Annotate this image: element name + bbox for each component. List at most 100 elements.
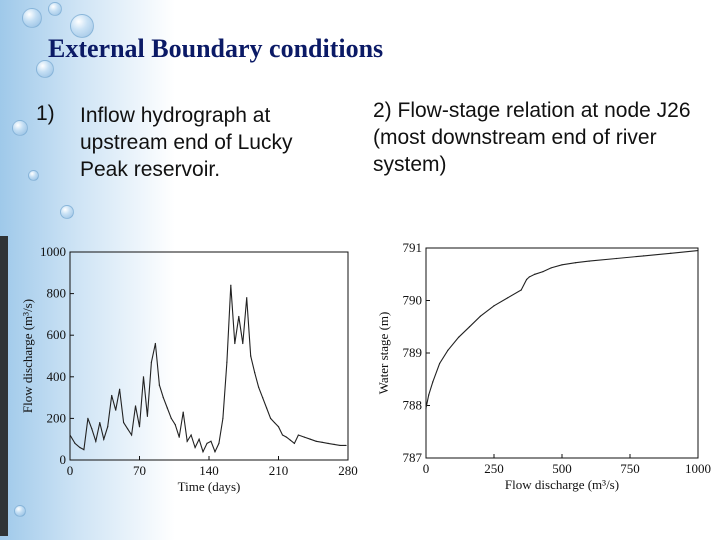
data-point (178, 436, 180, 438)
inflow-hydrograph-svg: 0 70 140 210 280 0 200 400 600 800 1000 Time (days)… (20, 244, 358, 494)
data-point (146, 415, 149, 417)
data-point (561, 264, 563, 266)
data-point (83, 449, 85, 451)
x-tick-label: 280 (338, 463, 358, 478)
data-point (150, 361, 153, 363)
x-tick-label: 140 (199, 463, 219, 478)
data-point (447, 349, 449, 351)
x-tick-label: 750 (620, 461, 640, 476)
data-point (265, 407, 268, 409)
data-point (111, 394, 113, 397)
y-tick-label: 1000 (40, 244, 66, 259)
data-point (234, 342, 236, 345)
data-point (269, 417, 272, 419)
data-point (170, 417, 172, 419)
data-point (174, 424, 176, 426)
y-tick-label: 0 (60, 452, 67, 467)
bullet-1-number: 1) (36, 102, 55, 125)
data-point (615, 257, 617, 260)
data-point (107, 426, 109, 428)
data-point (289, 439, 292, 441)
data-point (242, 342, 244, 345)
data-point (333, 443, 335, 445)
data-point (285, 436, 288, 438)
data-point (206, 442, 208, 444)
data-point (339, 444, 341, 447)
y-tick-label: 787 (403, 450, 423, 465)
data-point (91, 428, 93, 430)
data-point (534, 273, 536, 275)
data-point (528, 276, 530, 278)
y-tick-label: 200 (47, 410, 67, 425)
data-point (194, 446, 196, 449)
data-point (238, 315, 240, 318)
data-point (74, 442, 76, 444)
data-point (162, 397, 164, 399)
data-point (281, 434, 284, 436)
data-point (575, 262, 577, 264)
water-bubble (48, 2, 62, 16)
flow-stage-svg: 0 250 500 750 1000 787 788 789 790 791 Flow discha… (376, 240, 711, 492)
water-bubble (22, 8, 42, 28)
data-point (198, 438, 200, 440)
scan-edge (0, 236, 8, 536)
data-point (69, 434, 71, 436)
x-tick-label: 210 (269, 463, 289, 478)
x-tick-label: 250 (484, 461, 504, 476)
y-axis-label: Water stage (m) (376, 312, 391, 395)
slide-title: External Boundary conditions (48, 34, 384, 63)
data-point (439, 362, 441, 365)
data-point (526, 278, 528, 281)
x-axis-label: Time (days) (178, 479, 241, 494)
y-tick-label: 600 (47, 327, 67, 342)
water-bubble (12, 120, 28, 136)
data-point (327, 442, 329, 444)
data-point (222, 417, 224, 419)
data-point (123, 421, 125, 424)
water-bubble (70, 14, 94, 38)
data-point (277, 426, 280, 428)
data-point (542, 271, 544, 273)
data-point (321, 441, 323, 443)
water-bubble (28, 170, 39, 181)
data-point (293, 442, 295, 444)
water-bubble (36, 60, 54, 78)
data-point (99, 421, 101, 424)
data-point (479, 315, 481, 317)
x-tick-label: 500 (552, 461, 572, 476)
data-point (158, 384, 160, 386)
plot-frame (69, 251, 349, 461)
data-point (493, 305, 495, 307)
y-tick-label: 791 (403, 240, 423, 255)
data-point (458, 336, 460, 338)
series-line (69, 285, 346, 454)
data-point (210, 440, 212, 442)
data-point (550, 267, 552, 269)
y-axis-label: Flow discharge (m³/s) (20, 299, 35, 413)
data-point (520, 289, 522, 291)
flow-stage-chart: 0 250 500 750 1000 787 788 789 790 791 Flow discha… (372, 232, 712, 502)
data-point (432, 381, 434, 383)
data-point (309, 438, 311, 440)
data-point (214, 451, 216, 453)
data-point (425, 407, 427, 409)
data-point (258, 386, 260, 388)
y-tick-label: 790 (403, 293, 423, 308)
data-point (130, 434, 133, 436)
data-point (190, 434, 192, 436)
data-point (345, 444, 347, 447)
data-point (87, 417, 89, 419)
data-point (79, 446, 81, 449)
bullet-1-text: Inflow hydrograph at upstream end of Luc… (80, 104, 293, 181)
data-point (134, 405, 137, 407)
y-tick-label: 400 (47, 369, 67, 384)
data-point (115, 409, 117, 411)
data-point (226, 361, 228, 363)
data-point (315, 440, 317, 442)
data-point (297, 434, 299, 436)
data-point (166, 407, 168, 409)
x-tick-label: 1000 (685, 461, 711, 476)
data-point (138, 426, 141, 428)
y-tick-label: 800 (47, 286, 67, 301)
data-point (230, 284, 232, 286)
